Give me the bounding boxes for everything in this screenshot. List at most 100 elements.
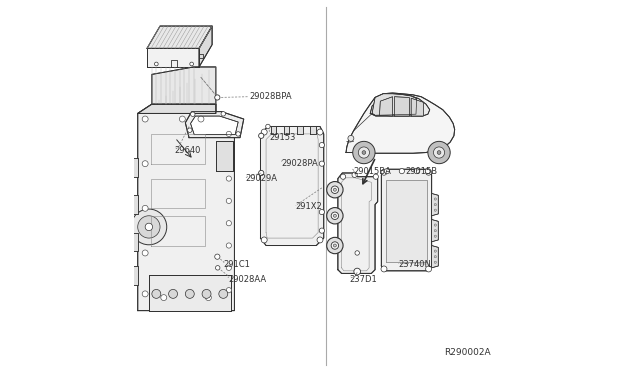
Polygon shape (138, 104, 234, 311)
Circle shape (219, 289, 228, 298)
Circle shape (227, 176, 232, 181)
Polygon shape (381, 169, 431, 271)
Polygon shape (370, 94, 429, 116)
Circle shape (227, 243, 232, 248)
Polygon shape (310, 126, 316, 134)
Circle shape (131, 209, 167, 245)
Circle shape (399, 169, 404, 174)
Polygon shape (191, 116, 238, 135)
Circle shape (358, 147, 369, 158)
Circle shape (227, 265, 232, 270)
Text: 29029A: 29029A (246, 174, 278, 183)
Polygon shape (338, 173, 378, 273)
Circle shape (221, 112, 225, 116)
Circle shape (331, 212, 339, 219)
Circle shape (259, 170, 264, 176)
Circle shape (434, 224, 436, 226)
Text: 29015B: 29015B (406, 167, 438, 176)
Text: R290002A: R290002A (445, 348, 491, 357)
Polygon shape (296, 126, 303, 134)
Polygon shape (284, 126, 289, 134)
Circle shape (261, 129, 267, 135)
Circle shape (352, 172, 357, 177)
Circle shape (227, 288, 232, 293)
Circle shape (319, 228, 324, 233)
Circle shape (227, 131, 232, 137)
Circle shape (353, 141, 375, 164)
Circle shape (333, 214, 337, 217)
Circle shape (215, 95, 220, 100)
Circle shape (426, 169, 431, 175)
Text: 23740N: 23740N (398, 260, 431, 269)
Circle shape (227, 154, 232, 159)
Polygon shape (132, 232, 138, 251)
Circle shape (385, 169, 390, 174)
Circle shape (434, 261, 436, 263)
Text: 291C1: 291C1 (223, 260, 250, 269)
Circle shape (161, 295, 167, 301)
Circle shape (434, 209, 436, 211)
Polygon shape (216, 141, 232, 171)
Circle shape (317, 237, 323, 243)
Circle shape (227, 198, 232, 203)
Polygon shape (431, 246, 438, 268)
Circle shape (142, 291, 148, 297)
Circle shape (317, 129, 323, 135)
Circle shape (348, 135, 354, 141)
Text: 29640: 29640 (174, 146, 200, 155)
Circle shape (215, 254, 220, 259)
Circle shape (152, 289, 161, 298)
Circle shape (331, 242, 339, 249)
Circle shape (425, 169, 431, 174)
Circle shape (437, 151, 441, 154)
Circle shape (198, 116, 204, 122)
Circle shape (319, 209, 324, 215)
Circle shape (434, 250, 436, 252)
Polygon shape (394, 97, 410, 116)
Circle shape (373, 174, 378, 179)
Text: 29015BA: 29015BA (353, 167, 391, 176)
Circle shape (190, 62, 193, 66)
Polygon shape (199, 26, 212, 67)
Circle shape (319, 142, 324, 148)
Circle shape (354, 268, 360, 275)
Polygon shape (386, 180, 427, 262)
Polygon shape (431, 219, 438, 242)
Polygon shape (147, 48, 199, 67)
Circle shape (236, 132, 241, 136)
Polygon shape (411, 98, 424, 116)
Text: 237D1: 237D1 (349, 275, 378, 283)
Circle shape (426, 266, 431, 272)
Circle shape (434, 230, 436, 232)
Polygon shape (431, 193, 438, 216)
Circle shape (186, 289, 195, 298)
Circle shape (142, 205, 148, 211)
Text: 29028AA: 29028AA (229, 275, 267, 283)
Circle shape (138, 216, 160, 238)
Polygon shape (147, 26, 212, 48)
Circle shape (362, 151, 365, 154)
Circle shape (142, 161, 148, 167)
Circle shape (326, 182, 343, 198)
Circle shape (434, 235, 436, 237)
Text: 291X2: 291X2 (296, 202, 323, 211)
Circle shape (434, 256, 436, 258)
Text: 29028BPA: 29028BPA (250, 92, 292, 101)
Circle shape (202, 289, 211, 298)
Circle shape (428, 141, 450, 164)
Polygon shape (132, 158, 138, 177)
Circle shape (145, 223, 152, 231)
Circle shape (340, 174, 346, 179)
Circle shape (333, 244, 337, 247)
Polygon shape (149, 275, 231, 311)
Polygon shape (271, 126, 276, 134)
Circle shape (259, 133, 264, 138)
Circle shape (319, 161, 324, 166)
Polygon shape (152, 67, 216, 104)
Circle shape (168, 289, 177, 298)
Circle shape (326, 208, 343, 224)
Circle shape (216, 266, 220, 270)
Circle shape (142, 116, 148, 122)
Polygon shape (132, 195, 138, 214)
Text: 29153: 29153 (270, 133, 296, 142)
